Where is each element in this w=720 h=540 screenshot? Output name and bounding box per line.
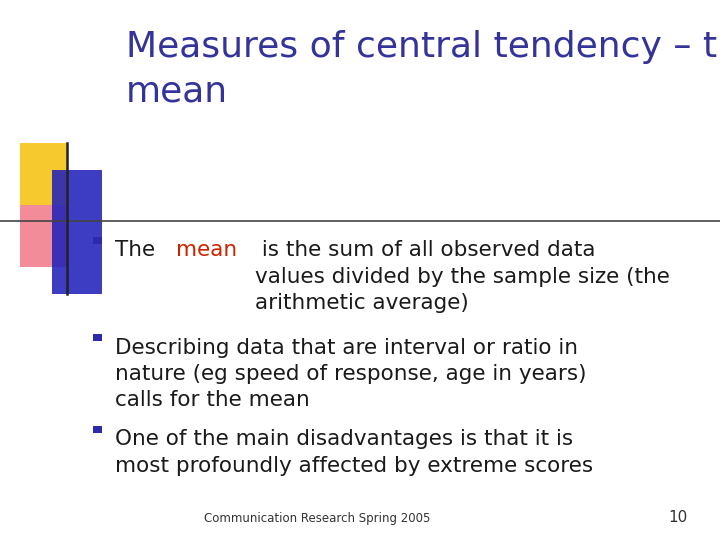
Bar bbox=[20, 205, 67, 267]
Bar bbox=[93, 237, 102, 244]
Bar bbox=[93, 334, 102, 341]
Text: is the sum of all observed data
values divided by the sample size (the
arithmeti: is the sum of all observed data values d… bbox=[255, 240, 670, 313]
Bar bbox=[52, 232, 102, 294]
Bar bbox=[20, 143, 67, 205]
Text: One of the main disadvantages is that it is
most profoundly affected by extreme : One of the main disadvantages is that it… bbox=[115, 429, 593, 476]
Text: The: The bbox=[115, 240, 162, 260]
Text: mean: mean bbox=[126, 75, 228, 109]
Bar bbox=[52, 170, 102, 232]
Text: Measures of central tendency – the: Measures of central tendency – the bbox=[126, 30, 720, 64]
Text: Communication Research Spring 2005: Communication Research Spring 2005 bbox=[204, 512, 430, 525]
Text: Describing data that are interval or ratio in
nature (eg speed of response, age : Describing data that are interval or rat… bbox=[115, 338, 587, 410]
Text: mean: mean bbox=[176, 240, 237, 260]
Bar bbox=[93, 426, 102, 433]
Text: 10: 10 bbox=[668, 510, 688, 525]
